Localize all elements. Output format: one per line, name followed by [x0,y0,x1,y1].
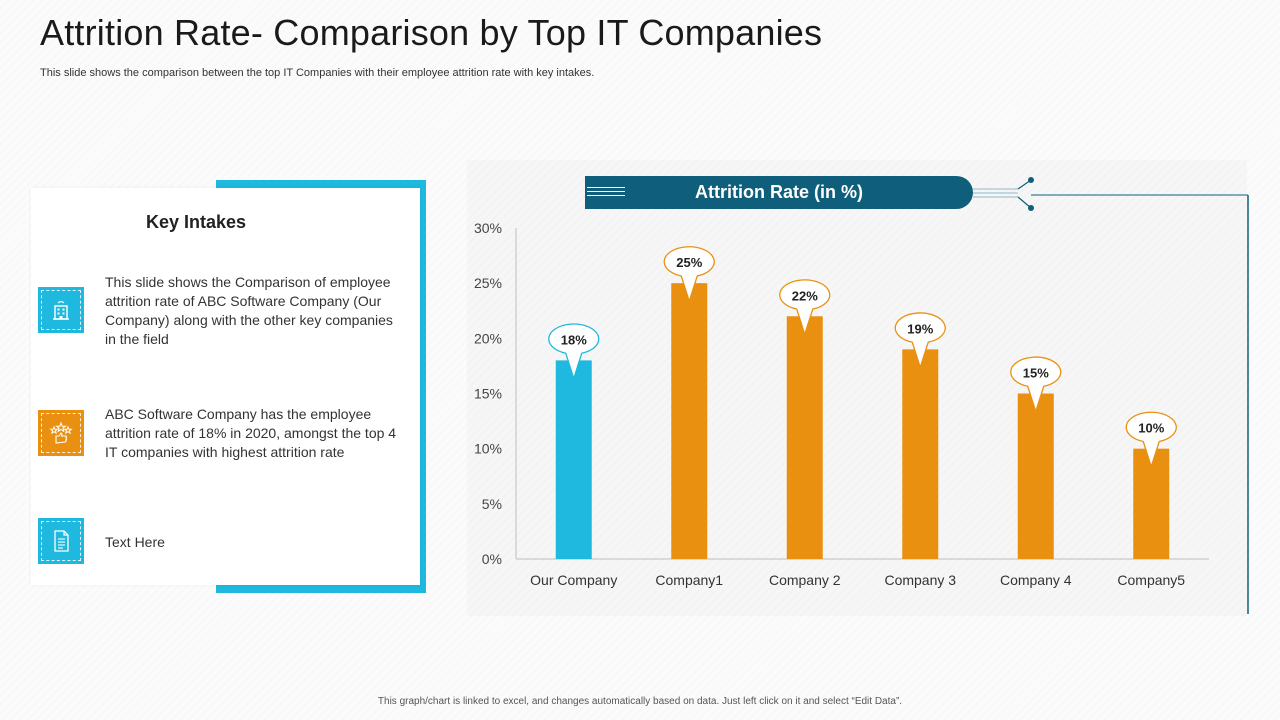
chart-area [467,160,1280,616]
intake-text-2: ABC Software Company has the employee at… [105,406,397,460]
document-icon [38,518,84,564]
office-building-icon [38,287,84,333]
slide-subtitle: This slide shows the comparison between … [40,67,595,79]
slide-footer-note: This graph/chart is linked to excel, and… [377,696,903,707]
intake-text-3: Text Here [105,534,165,550]
chart-title: Attrition Rate (in %) [695,182,863,202]
banner-lines-decoration [587,187,625,199]
slide-title: Attrition Rate- Comparison by Top IT Com… [40,12,823,53]
chart-title-banner: Attrition Rate (in %) [585,176,973,209]
key-intakes-panel: Key Intakes This slide shows the Compari… [31,188,420,585]
key-intakes-title: Key Intakes [145,212,247,232]
rating-stars-icon [38,410,84,456]
intake-text-1: This slide shows the Comparison of emplo… [105,274,393,347]
chart-background [467,160,1247,616]
